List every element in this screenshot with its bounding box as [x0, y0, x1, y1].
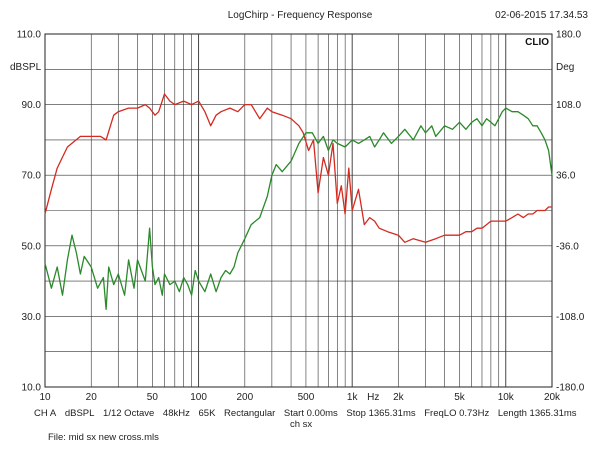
y2-tick-label: -36.0: [556, 241, 579, 252]
param-unit: dBSPL: [64, 408, 95, 419]
param-samplerate: 48kHz: [162, 408, 190, 419]
x-tick-label: 20k: [544, 392, 561, 403]
y-tick-label: 70.0: [22, 171, 42, 182]
param-channel: CH A: [34, 408, 57, 419]
y-grid: [45, 69, 552, 353]
y2-tick-label: 108.0: [556, 100, 581, 111]
x-tick-label: 10k: [498, 392, 515, 403]
x-tick-label: 20: [86, 392, 98, 403]
param-start: Start 0.00ms: [283, 408, 338, 419]
file-name: File: mid sx new cross.mls: [48, 432, 159, 443]
y2-axis-label: Deg: [556, 62, 574, 73]
x-tick-label: 50: [147, 392, 159, 403]
y2-tick-label: -180.0: [556, 383, 585, 394]
y-tick-label: 30.0: [22, 312, 42, 323]
y-tick-label: 10.0: [22, 383, 42, 394]
x-tick-label: 500: [298, 392, 315, 403]
param-smoothing: 1/12 Octave: [103, 408, 155, 419]
x-tick-label: Hz: [367, 392, 379, 403]
x-tick-label: 10: [39, 392, 51, 403]
y-tick-label: 110.0: [17, 30, 42, 41]
channel-label: ch sx: [290, 419, 313, 430]
param-window: Rectangular: [224, 408, 276, 419]
chart-title: LogChirp - Frequency Response: [227, 10, 373, 21]
timestamp: 02-06-2015 17.34.53: [495, 10, 588, 21]
param-size: 65K: [198, 408, 216, 419]
brand-logo: CLIO: [525, 37, 549, 48]
x-tick-label: 2k: [393, 392, 405, 403]
y-axis-label: dBSPL: [10, 62, 42, 73]
y-tick-label: 90.0: [22, 100, 42, 111]
param-length: Length 1365.31ms: [497, 408, 577, 419]
y2-tick-label: -108.0: [556, 312, 585, 323]
phase-curve: [44, 107, 553, 310]
param-freqlo: FreqLO 0.73Hz: [424, 408, 490, 419]
measurement-params: CH A dBSPL 1/12 Octave 48kHz 65K Rectang…: [34, 408, 583, 419]
y2-tick-label: 36.0: [556, 171, 576, 182]
magnitude-curve: [44, 93, 552, 243]
x-tick-label: 200: [236, 392, 253, 403]
x-tick-label: 100: [190, 392, 207, 403]
param-stop: Stop 1365.31ms: [346, 408, 416, 419]
y-tick-label: 50.0: [22, 241, 42, 252]
x-tick-label: 1k: [347, 392, 359, 403]
x-tick-label: 5k: [454, 392, 466, 403]
y2-tick-label: 180.0: [556, 30, 581, 41]
